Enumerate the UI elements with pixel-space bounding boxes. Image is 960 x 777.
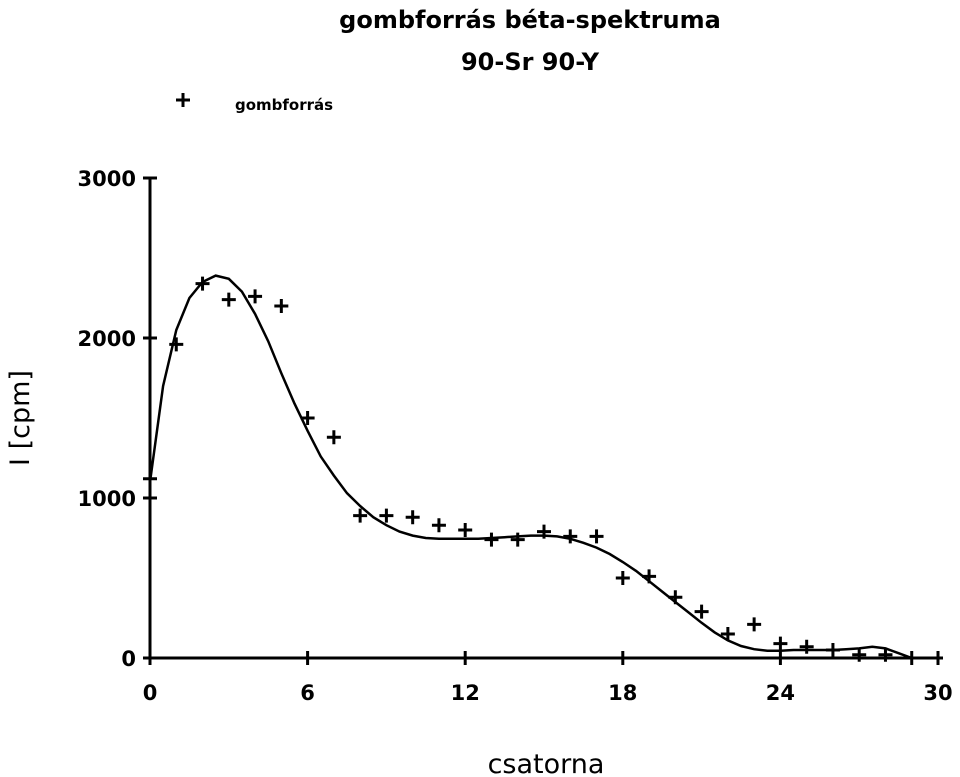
x-tick-label: 0 (143, 681, 158, 705)
data-point (353, 508, 368, 523)
legend: gombforrás (176, 93, 333, 114)
x-tick-label: 30 (923, 681, 952, 705)
y-tick-label: 1000 (78, 487, 136, 511)
data-point (668, 590, 683, 605)
data-point (195, 276, 210, 291)
data-point (642, 569, 657, 584)
axis-ticks: 0 6 12 18 24 30 0 1000 2000 3000 (78, 167, 953, 705)
x-tick-label: 12 (451, 681, 480, 705)
data-point (221, 292, 236, 307)
data-point (904, 651, 919, 665)
data-point (458, 523, 473, 537)
data-point (878, 647, 893, 662)
fit-curve (148, 274, 913, 660)
data-point (537, 524, 551, 539)
data-point (274, 299, 289, 313)
data-point (694, 604, 709, 619)
data-point (169, 337, 184, 352)
data-point (799, 639, 814, 654)
axes (148, 178, 943, 660)
data-point (747, 617, 762, 632)
legend-plus-icon (176, 93, 190, 107)
data-point (720, 627, 735, 641)
data-point (563, 529, 578, 544)
data-point (300, 411, 315, 425)
data-point (510, 532, 525, 547)
data-point (825, 643, 840, 657)
y-tick-label: 0 (121, 647, 136, 671)
data-point (615, 571, 630, 585)
data-point (248, 289, 263, 304)
chart-title: gombforrás béta-spektruma (339, 6, 721, 34)
data-points (143, 276, 919, 665)
y-axis-label: I [cpm] (5, 370, 36, 466)
legend-label: gombforrás (235, 96, 333, 114)
x-tick-label: 6 (300, 681, 315, 705)
data-point (326, 430, 341, 445)
data-point (431, 518, 446, 533)
chart-subtitle: 90-Sr 90-Y (461, 48, 600, 76)
data-point (143, 471, 157, 486)
data-point (852, 647, 867, 662)
data-point (484, 532, 499, 547)
y-tick-label: 2000 (78, 327, 136, 351)
data-point (773, 636, 788, 651)
x-tick-label: 18 (608, 681, 637, 705)
x-tick-label: 24 (766, 681, 795, 705)
legend-marker-plus (176, 93, 190, 107)
x-axis-label: csatorna (488, 749, 605, 777)
data-point (405, 510, 420, 525)
data-point (589, 529, 604, 544)
data-point (379, 508, 394, 523)
y-tick-label: 3000 (78, 167, 136, 191)
